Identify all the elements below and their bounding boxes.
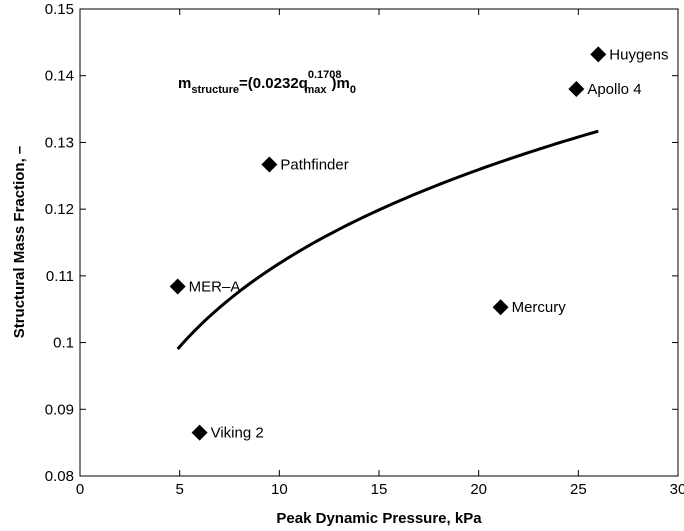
- y-tick-label: 0.09: [45, 401, 74, 418]
- data-point-label: Pathfinder: [280, 156, 348, 173]
- x-tick-label: 25: [570, 481, 587, 498]
- data-point-label: Huygens: [609, 46, 668, 63]
- data-point-label: Mercury: [512, 299, 567, 316]
- y-tick-label: 0.12: [45, 201, 74, 218]
- x-tick-label: 10: [271, 481, 288, 498]
- x-tick-label: 15: [371, 481, 388, 498]
- y-tick-label: 0.15: [45, 1, 74, 18]
- y-tick-label: 0.14: [45, 68, 74, 85]
- data-point-label: Viking 2: [211, 425, 264, 442]
- y-tick-label: 0.11: [46, 268, 74, 285]
- x-tick-label: 5: [175, 481, 183, 498]
- x-tick-label: 0: [76, 481, 84, 498]
- y-tick-label: 0.08: [45, 468, 74, 485]
- y-tick-label: 0.13: [45, 134, 74, 151]
- data-point-label: Apollo 4: [587, 81, 641, 98]
- plot-area: [80, 9, 678, 476]
- data-point-label: MER–A: [189, 279, 241, 296]
- x-tick-label: 20: [470, 481, 487, 498]
- y-axis-title: Structural Mass Fraction, –: [11, 146, 28, 339]
- y-tick-label: 0.1: [53, 335, 74, 352]
- x-tick-label: 30: [670, 481, 684, 498]
- x-axis-title: Peak Dynamic Pressure, kPa: [276, 510, 482, 527]
